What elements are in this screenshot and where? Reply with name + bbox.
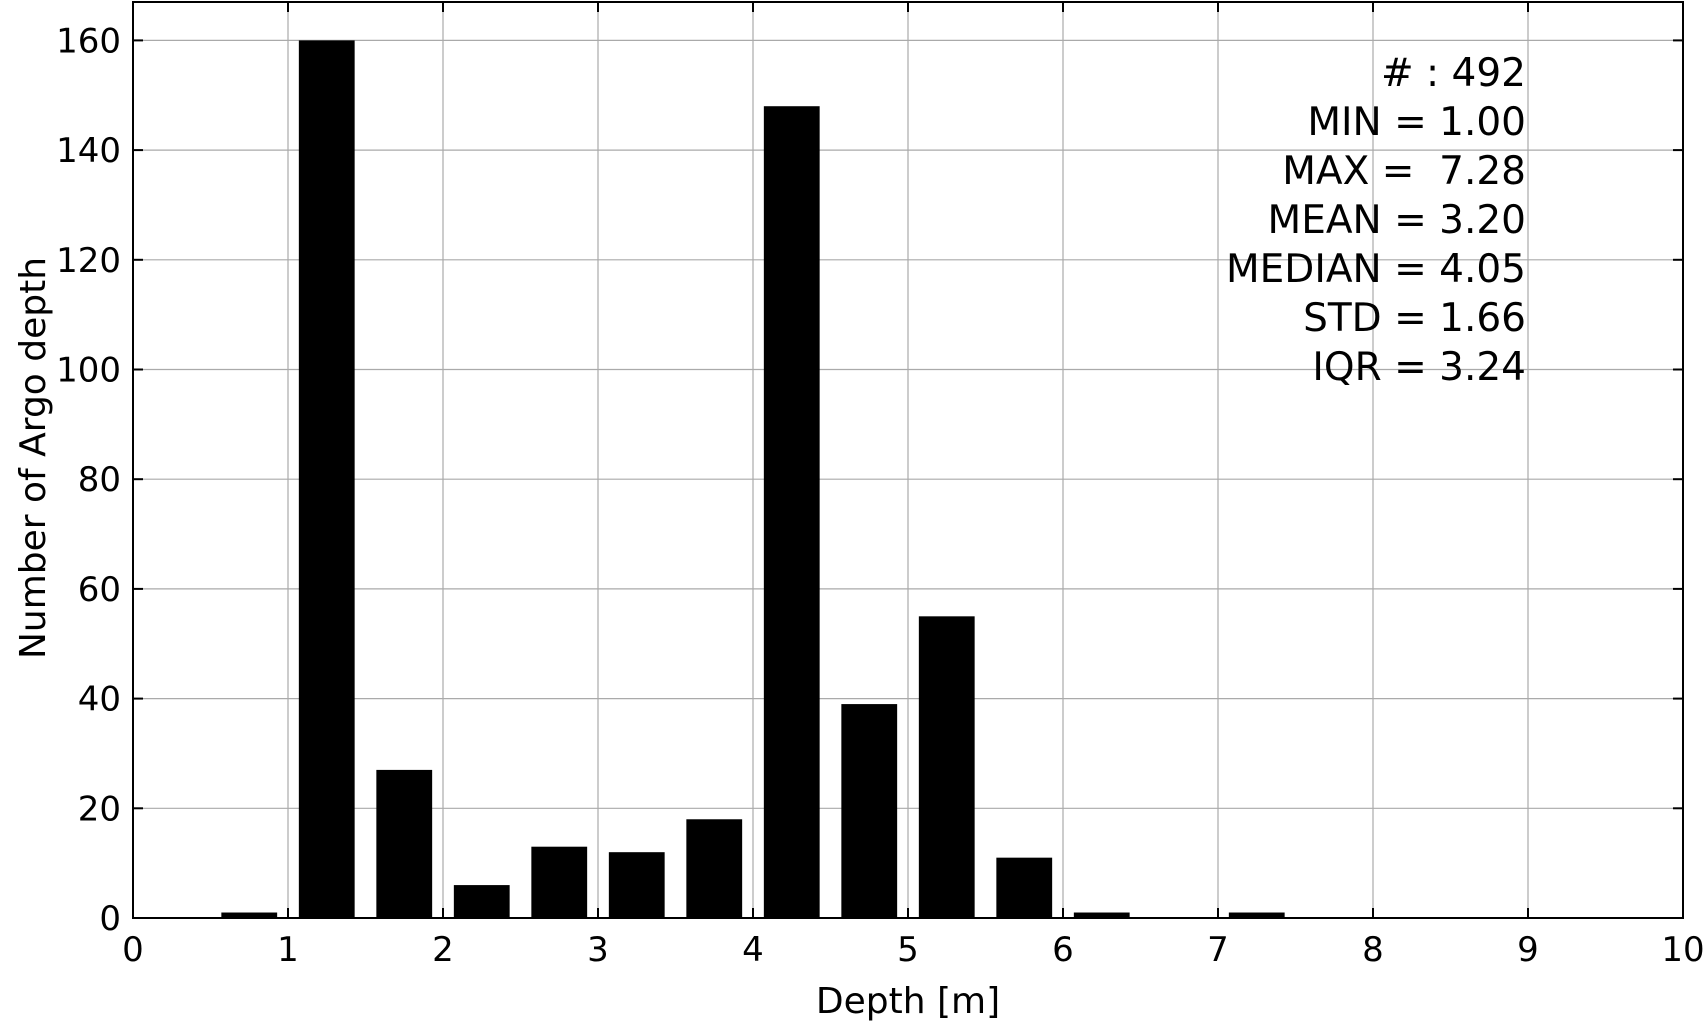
y-tick-labels: 0 20 40 60 80 100 120 140 160: [56, 21, 121, 939]
x-tick-label: 7: [1207, 930, 1229, 970]
y-tick-label: 20: [78, 789, 121, 829]
x-tick-label: 4: [742, 930, 764, 970]
histogram-bar: [221, 912, 278, 918]
x-tick-label: 3: [587, 930, 609, 970]
stats-line: IQR = 3.24: [1312, 345, 1526, 390]
x-tick-label: 10: [1661, 930, 1704, 970]
histogram-bar: [1073, 912, 1130, 918]
y-tick-label: 160: [56, 21, 121, 61]
histogram-bar: [608, 852, 665, 918]
y-tick-label: 40: [78, 680, 121, 720]
bars: [221, 40, 1285, 919]
y-axis-label: Number of Argo depth: [13, 257, 54, 659]
histogram-bar: [298, 40, 355, 919]
y-tick-label: 80: [78, 460, 121, 500]
x-tick-label: 8: [1362, 930, 1384, 970]
x-tick-label: 0: [122, 930, 144, 970]
x-tick-labels: 0 1 2 3 4 5 6 7 8 9 10: [122, 930, 1704, 970]
axis-ticks: [132, 2, 1684, 919]
histogram-bar: [453, 885, 510, 918]
x-tick-label: 5: [897, 930, 919, 970]
histogram-bar: [763, 106, 820, 918]
histogram-bar: [376, 769, 433, 918]
x-tick-label: 6: [1052, 930, 1074, 970]
stats-line: MIN = 1.00: [1307, 100, 1526, 145]
stats-line: # : 492: [1381, 51, 1526, 96]
y-tick-label: 100: [56, 350, 121, 390]
y-tick-label: 140: [56, 131, 121, 171]
stats-line: STD = 1.66: [1303, 296, 1526, 341]
y-tick-label: 60: [78, 570, 121, 610]
y-tick-label: 0: [99, 899, 121, 939]
histogram-bar: [841, 704, 898, 918]
histogram-bar: [531, 846, 588, 918]
x-tick-label: 1: [277, 930, 299, 970]
y-tick-label: 120: [56, 241, 121, 281]
stats-line: MEAN = 3.20: [1268, 198, 1526, 243]
stats-line: MAX = 7.28: [1282, 149, 1526, 194]
x-tick-label: 9: [1517, 930, 1539, 970]
histogram-bar: [996, 857, 1053, 918]
x-axis-label: Depth [m]: [816, 981, 1000, 1022]
histogram-bar: [686, 819, 743, 918]
histogram-bar: [1228, 912, 1285, 918]
stats-line: MEDIAN = 4.05: [1226, 247, 1526, 292]
x-tick-label: 2: [432, 930, 454, 970]
histogram-bar: [918, 616, 975, 918]
